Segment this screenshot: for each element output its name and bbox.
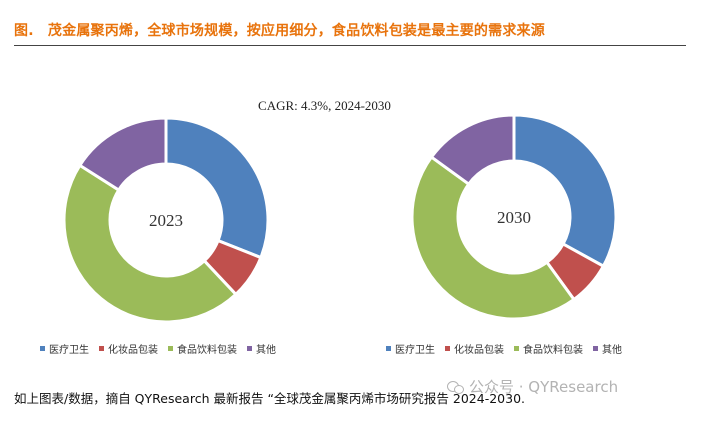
donut-slice-food [62, 163, 238, 324]
legend-item-medical: 医疗卫生 [386, 341, 435, 356]
legend-label: 其他 [602, 345, 622, 356]
donut-slice-other [77, 116, 168, 193]
legend-swatch [445, 346, 450, 351]
legend-item-other: 其他 [593, 341, 622, 356]
legend-swatch [40, 346, 45, 351]
legend-label: 医疗卫生 [49, 345, 89, 356]
title-divider [14, 45, 686, 46]
source-note: 如上图表/数据，摘自 QYResearch 最新报告 “全球茂金属聚丙烯市场研究… [14, 391, 525, 406]
legend-label: 化妆品包装 [108, 345, 158, 356]
legend-item-medical: 医疗卫生 [40, 341, 89, 356]
donut-slice-medical [164, 116, 270, 260]
donut-center-label: 2023 [149, 211, 183, 230]
legend-2023: 医疗卫生 化妆品包装 食品饮料包装 其他 [40, 341, 276, 356]
legend-item-food: 食品饮料包装 [168, 341, 237, 356]
legend-swatch [514, 346, 519, 351]
legend-2030: 医疗卫生 化妆品包装 食品饮料包装 其他 [386, 341, 622, 356]
donut-slice-food [410, 154, 577, 321]
legend-label: 食品饮料包装 [523, 345, 583, 356]
legend-item-cosmetics: 化妆品包装 [445, 341, 504, 356]
donut-slice-other [429, 113, 516, 187]
legend-swatch [386, 346, 391, 351]
legend-item-other: 其他 [247, 341, 276, 356]
chart-title: 图. 茂金属聚丙烯，全球市场规模，按应用细分，食品饮料包装是最主要的需求来源 [14, 23, 545, 39]
legend-swatch [247, 346, 252, 351]
watermark-text: 公众号 · QYResearch [469, 378, 619, 396]
cagr-subtitle: CAGR: 4.3%, 2024-2030 [258, 98, 391, 113]
legend-swatch [593, 346, 598, 351]
wechat-icon [447, 380, 465, 394]
legend-swatch [99, 346, 104, 351]
legend-item-food: 食品饮料包装 [514, 341, 583, 356]
legend-label: 化妆品包装 [454, 345, 504, 356]
legend-label: 食品饮料包装 [177, 345, 237, 356]
legend-item-cosmetics: 化妆品包装 [99, 341, 158, 356]
donut-chart-2023: 2023 [62, 116, 270, 324]
donut-chart-2030: 2030 [410, 113, 618, 321]
legend-label: 医疗卫生 [395, 345, 435, 356]
legend-swatch [168, 346, 173, 351]
donut-center-label: 2030 [497, 208, 531, 227]
legend-label: 其他 [256, 345, 276, 356]
donut-slice-medical [512, 113, 618, 269]
watermark: 公众号 · QYResearch [447, 376, 618, 397]
